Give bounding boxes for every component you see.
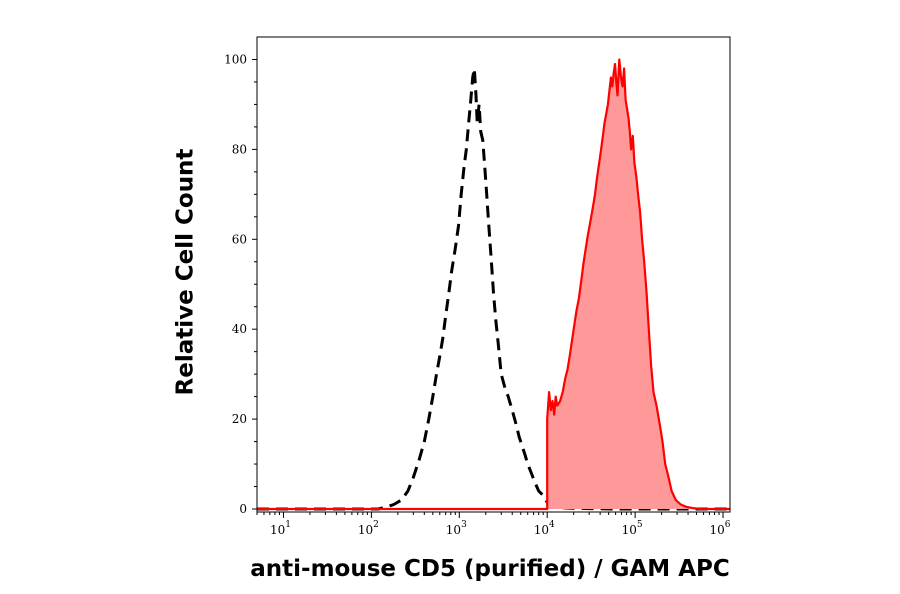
y-tick-label: 20 xyxy=(232,412,247,426)
x-axis-title: anti-mouse CD5 (purified) / GAM APC xyxy=(250,556,729,582)
y-tick-label: 100 xyxy=(224,52,247,66)
x-tick-label: 102 xyxy=(358,520,379,537)
y-tick-label: 0 xyxy=(239,502,247,516)
y-tick-label: 40 xyxy=(232,322,247,336)
plot-area xyxy=(257,58,730,511)
plot-frame xyxy=(256,36,731,513)
y-tick-label: 80 xyxy=(232,142,247,156)
x-tick-label: 103 xyxy=(446,520,467,537)
control-sample-line xyxy=(257,67,730,511)
y-tick-label: 60 xyxy=(232,232,247,246)
positive-sample-line xyxy=(257,58,730,511)
series-layer xyxy=(257,58,730,511)
y-axis-title: Relative Cell Count xyxy=(173,149,199,396)
axes: 0 20 40 60 80 100 101 102 103 104 105 106 xyxy=(224,52,731,537)
positive-sample-fill xyxy=(257,59,730,509)
x-tick-label: 101 xyxy=(270,520,291,537)
x-tick-label: 104 xyxy=(534,520,555,537)
x-tick-label: 105 xyxy=(622,520,643,537)
x-tick-label: 106 xyxy=(710,520,731,537)
